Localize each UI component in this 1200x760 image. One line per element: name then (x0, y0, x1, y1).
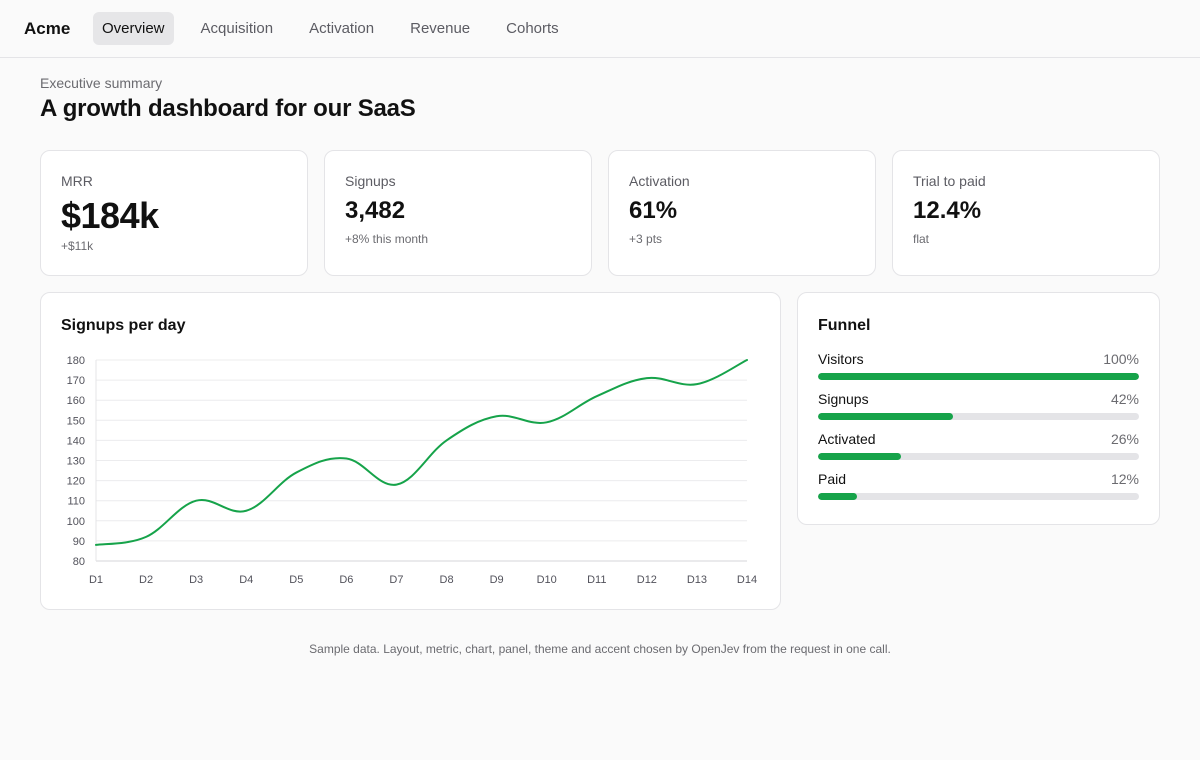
metric-label: Trial to paid (913, 173, 986, 189)
series-line (95, 359, 748, 546)
y-tick-label: 150 (67, 415, 85, 427)
metric-delta: +3 pts (629, 232, 663, 246)
tab-activation[interactable]: Activation (309, 20, 375, 37)
metric-card-signups: Signups 3,482 +8% this month (324, 150, 592, 276)
tab-revenue[interactable]: Revenue (410, 20, 471, 37)
funnel-stage-percent: 12% (1110, 471, 1139, 487)
x-tick-label: D5 (289, 574, 303, 586)
funnel-stage-percent: 42% (1110, 391, 1139, 407)
metric-value: 61% (629, 197, 678, 224)
y-tick-label: 130 (67, 456, 85, 468)
funnel-title: Funnel (818, 317, 871, 334)
funnel-stage-name: Signups (818, 391, 869, 407)
metric-label: MRR (61, 173, 93, 189)
page-eyebrow: Executive summary (40, 75, 163, 91)
x-tick-label: D14 (737, 574, 757, 586)
funnel-bar-track (818, 413, 1139, 420)
x-tick-label: D7 (389, 574, 403, 586)
metric-label: Signups (345, 173, 396, 189)
funnel-bar-fill (818, 453, 902, 460)
x-tick-label: D1 (89, 574, 103, 586)
y-tick-label: 100 (67, 516, 85, 528)
x-tick-label: D6 (339, 574, 353, 586)
tab-overview[interactable]: Overview (93, 12, 174, 45)
x-tick-label: D9 (490, 574, 504, 586)
funnel-stage-name: Activated (818, 431, 876, 447)
brand-logo[interactable]: Acme (24, 19, 71, 38)
nav-tabs: Overview Acquisition Activation Revenue … (93, 12, 586, 45)
metric-label: Activation (629, 173, 690, 189)
footer-note: Sample data. Layout, metric, chart, pane… (309, 642, 891, 656)
funnel-bar-fill (818, 373, 1139, 380)
signups-line-chart: 80 90 100 110 120 130 140 150 160 170 180 D1 D2 D3 D4 D… (67, 355, 757, 586)
y-tick-label: 170 (67, 375, 85, 387)
x-tick-label: D13 (687, 574, 707, 586)
y-tick-label: 120 (67, 476, 85, 488)
y-tick-label: 180 (67, 355, 85, 367)
funnel-stage-name: Paid (818, 471, 847, 487)
x-tick-label: D8 (440, 574, 454, 586)
metric-value: $184k (61, 195, 159, 236)
top-navigation-bar: Acme Overview Acquisition Activation Rev… (0, 0, 1200, 58)
y-tick-label: 80 (73, 556, 85, 568)
y-tick-label: 90 (73, 536, 85, 548)
x-tick-label: D4 (239, 574, 253, 586)
metric-card-mrr: MRR $184k +$11k (40, 150, 308, 276)
x-tick-label: D12 (637, 574, 657, 586)
metric-value: 3,482 (345, 197, 406, 224)
funnel-bar-fill (818, 493, 857, 500)
metric-card-trial-to-paid: Trial to paid 12.4% flat (892, 150, 1160, 276)
x-tick-label: D3 (189, 574, 203, 586)
x-tick-label: D2 (139, 574, 153, 586)
funnel-stage-name: Visitors (818, 351, 864, 367)
funnel-stage-percent: 100% (1103, 351, 1139, 367)
funnel-stage-percent: 26% (1110, 431, 1139, 447)
chart-title: Signups per day (61, 317, 186, 334)
y-tick-label: 140 (67, 435, 85, 447)
metric-delta: flat (913, 232, 930, 246)
chart-panel: Signups per day 80 90 100 110 120 130 140 150 16… (40, 292, 781, 610)
metric-delta: +8% this month (345, 232, 429, 246)
funnel-bar-fill (818, 413, 953, 420)
x-tick-label: D11 (587, 574, 606, 586)
funnel-panel: Funnel Visitors 100% Signups 42% Activat… (797, 292, 1160, 525)
funnel-bar-track (818, 373, 1139, 380)
tab-cohorts[interactable]: Cohorts (506, 20, 559, 37)
x-tick-label: D10 (537, 574, 557, 586)
tab-acquisition[interactable]: Acquisition (200, 20, 274, 37)
metric-card-activation: Activation 61% +3 pts (608, 150, 876, 276)
y-tick-label: 110 (67, 496, 85, 508)
y-tick-label: 160 (67, 395, 85, 407)
page-title: A growth dashboard for our SaaS (40, 95, 416, 122)
metric-delta: +$11k (61, 239, 94, 253)
funnel-bar-track (818, 493, 1139, 500)
metric-value: 12.4% (913, 197, 982, 224)
funnel-bar-track (818, 453, 1139, 460)
